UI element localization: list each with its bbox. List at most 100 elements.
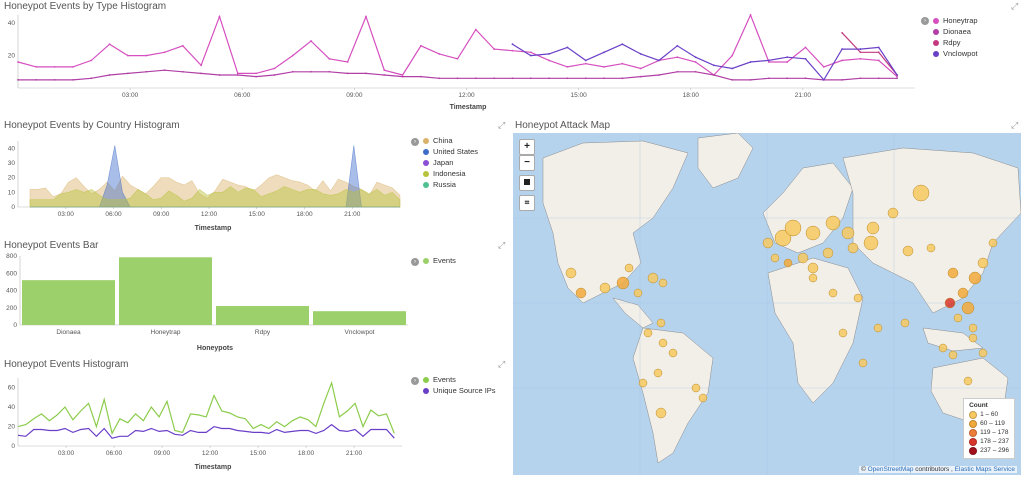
map-marker[interactable]: [624, 263, 634, 273]
map-marker[interactable]: [691, 383, 701, 393]
y-tick-label: 0: [11, 443, 15, 450]
attack-map[interactable]: + − ⌗ Count 1 – 60 60 – 119 119 – 178 178 –…: [513, 133, 1021, 475]
draw-rectangle-button[interactable]: [519, 175, 535, 191]
map-marker[interactable]: [762, 237, 774, 249]
map-marker[interactable]: [599, 282, 611, 294]
map-marker[interactable]: [655, 407, 667, 419]
legend-item[interactable]: China: [423, 135, 478, 146]
map-marker[interactable]: [784, 219, 802, 237]
map-marker[interactable]: [638, 378, 648, 388]
legend-item[interactable]: Vnclowpot: [933, 48, 978, 59]
legend-item[interactable]: Events: [423, 374, 496, 385]
legend-item[interactable]: Rdpy: [933, 37, 978, 48]
map-marker[interactable]: [978, 348, 988, 358]
map-marker[interactable]: [948, 350, 958, 360]
legend-toggle-icon[interactable]: ›: [411, 258, 419, 266]
map-marker[interactable]: [647, 272, 659, 284]
map-marker[interactable]: [963, 376, 973, 386]
legend-label: Events: [433, 256, 456, 265]
map-marker[interactable]: [926, 243, 936, 253]
map-marker[interactable]: [900, 318, 910, 328]
map-marker[interactable]: [988, 238, 998, 248]
legend-toggle-icon[interactable]: ›: [411, 138, 419, 146]
map-marker[interactable]: [797, 252, 809, 264]
map-marker[interactable]: [841, 226, 855, 240]
legend-item[interactable]: Indonesia: [423, 168, 478, 179]
map-marker[interactable]: [968, 271, 982, 285]
legend-item[interactable]: United States: [423, 146, 478, 157]
data-point: [639, 75, 642, 78]
data-point: [145, 54, 148, 57]
legend-item[interactable]: Honeytrap: [933, 15, 978, 26]
legend-swatch-icon: [423, 148, 429, 155]
legend-swatch-icon: [423, 387, 429, 394]
y-tick-label: 600: [6, 270, 17, 277]
legend-toggle-icon[interactable]: ›: [921, 17, 929, 25]
map-marker[interactable]: [968, 333, 978, 343]
map-marker[interactable]: [953, 313, 963, 323]
map-marker[interactable]: [912, 184, 930, 202]
zoom-out-button[interactable]: −: [519, 155, 535, 171]
expand-icon[interactable]: ⤢: [498, 359, 506, 369]
map-marker[interactable]: [774, 229, 792, 247]
map-marker[interactable]: [887, 207, 899, 219]
map-marker[interactable]: [968, 323, 978, 333]
map-marker[interactable]: [947, 267, 959, 279]
map-marker[interactable]: [643, 328, 653, 338]
map-marker[interactable]: [807, 262, 819, 274]
bar[interactable]: [313, 311, 406, 325]
expand-icon[interactable]: ⤢: [1011, 1, 1019, 11]
map-marker[interactable]: [656, 318, 666, 328]
map-marker[interactable]: [847, 242, 859, 254]
expand-icon[interactable]: ⤢: [1011, 120, 1019, 130]
map-marker[interactable]: [805, 225, 821, 241]
elastic-maps-link[interactable]: Elastic Maps Service: [954, 466, 1015, 473]
map-marker[interactable]: [653, 368, 663, 378]
map-marker[interactable]: [828, 288, 838, 298]
map-marker[interactable]: [770, 253, 780, 263]
osm-link[interactable]: OpenStreetMap: [867, 466, 914, 473]
legend-item[interactable]: Dionaea: [933, 26, 978, 37]
bar[interactable]: [216, 306, 309, 325]
map-marker[interactable]: [858, 358, 868, 368]
legend-item[interactable]: Events: [423, 255, 456, 266]
legend-item[interactable]: Russia: [423, 179, 478, 190]
map-marker[interactable]: [575, 287, 587, 299]
map-marker[interactable]: [633, 288, 643, 298]
map-marker[interactable]: [658, 278, 668, 288]
map-marker[interactable]: [873, 323, 883, 333]
map-marker[interactable]: [698, 393, 708, 403]
map-marker[interactable]: [822, 247, 834, 259]
map-marker[interactable]: [825, 215, 841, 231]
map-marker[interactable]: [977, 257, 989, 269]
map-marker[interactable]: [944, 297, 956, 309]
map-marker[interactable]: [783, 258, 793, 268]
expand-icon[interactable]: ⤢: [498, 240, 506, 250]
fit-bounds-button[interactable]: ⌗: [519, 195, 535, 211]
bar[interactable]: [119, 257, 212, 325]
legend-toggle-icon[interactable]: ›: [411, 377, 419, 385]
legend-item[interactable]: Unique Source IPs: [423, 385, 496, 396]
map-marker[interactable]: [902, 245, 914, 257]
map-marker[interactable]: [616, 276, 630, 290]
legend-item[interactable]: Japan: [423, 157, 478, 168]
map-marker[interactable]: [668, 348, 678, 358]
bar[interactable]: [22, 280, 115, 325]
map-marker[interactable]: [863, 235, 879, 251]
map-marker[interactable]: [853, 293, 863, 303]
map-marker[interactable]: [658, 338, 668, 348]
expand-icon[interactable]: ⤢: [498, 120, 506, 130]
events-histogram-chart: 0 20 40 60 03:00 06:00 09:00 12:00 15:00 18:00 21…: [8, 378, 402, 471]
zoom-in-button[interactable]: +: [519, 139, 535, 155]
series-line: [512, 43, 898, 81]
map-marker[interactable]: [938, 343, 948, 353]
map-marker[interactable]: [961, 301, 975, 315]
map-marker[interactable]: [866, 221, 880, 235]
map-marker[interactable]: [957, 287, 969, 299]
map-marker[interactable]: [565, 267, 577, 279]
map-marker[interactable]: [838, 328, 848, 338]
map-grid: [513, 133, 1021, 475]
x-axis-title: Honeypots: [197, 345, 233, 352]
map-marker[interactable]: [808, 273, 818, 283]
map-legend-label: 60 – 119: [980, 420, 1005, 427]
